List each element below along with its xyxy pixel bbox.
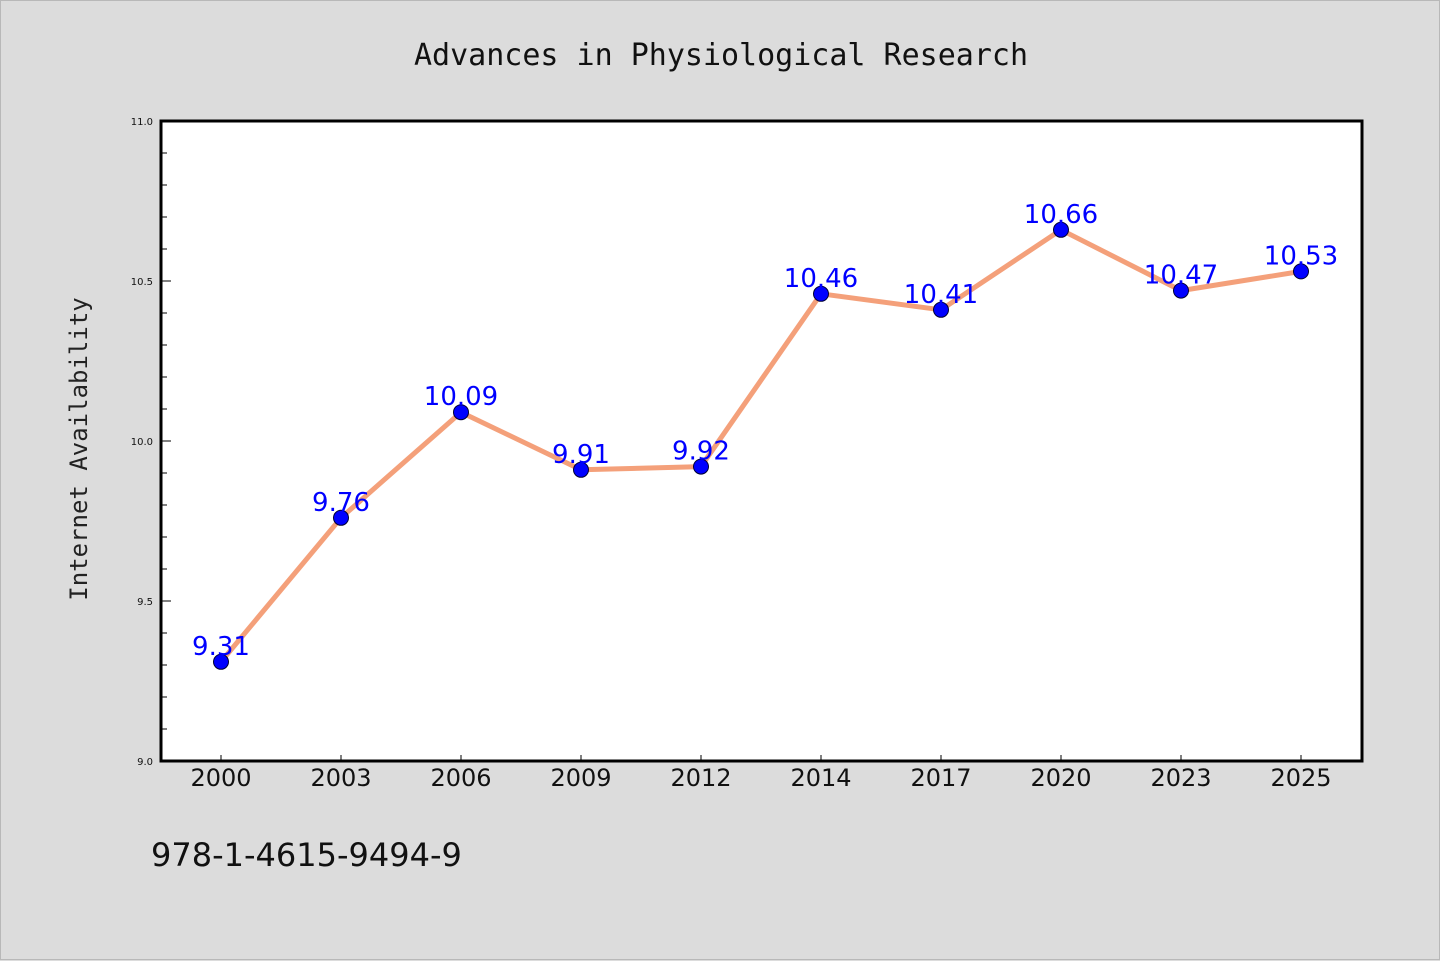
x-axis-ticks	[220, 755, 1302, 761]
data-label: 9.92	[672, 437, 730, 467]
data-label: 10.46	[784, 264, 858, 294]
data-point-marker	[693, 458, 709, 475]
x-tick-label: 2023	[1150, 764, 1211, 792]
y-tick-label: 10.5	[131, 277, 153, 288]
x-tick-label: 2009	[550, 764, 611, 792]
y-axis-tick-labels: 9.0 9.5 10.0 10.5 11.0	[131, 117, 153, 768]
data-label: 10.47	[1144, 261, 1218, 291]
data-label: 9.76	[312, 488, 370, 518]
data-markers	[213, 221, 1309, 670]
data-point-marker	[933, 301, 949, 318]
series-line	[218, 227, 1304, 665]
data-label: 10.66	[1024, 200, 1098, 230]
y-axis-label: Internet Availability	[65, 297, 93, 600]
x-tick-label: 2012	[670, 764, 731, 792]
x-tick-label: 2006	[430, 764, 491, 792]
x-tick-label: 2017	[910, 764, 971, 792]
x-tick-label: 2014	[790, 764, 851, 792]
data-label: 9.31	[192, 632, 250, 662]
footnote-isbn: 978-1-4615-9494-9	[151, 836, 462, 874]
x-tick-label: 2003	[310, 764, 371, 792]
x-tick-label: 2000	[190, 764, 251, 792]
data-label: 10.53	[1264, 241, 1338, 271]
y-tick-label: 9.0	[137, 757, 153, 768]
data-point-marker	[453, 404, 469, 421]
chart-title: Advances in Physiological Research	[414, 38, 1028, 73]
data-point-marker	[1173, 282, 1189, 299]
x-tick-label: 2020	[1030, 764, 1091, 792]
data-point-marker	[333, 509, 349, 526]
y-tick-label: 9.5	[137, 597, 153, 608]
series-line-group	[218, 227, 1304, 665]
data-point-marker	[1053, 221, 1069, 238]
data-labels: 9.31 9.76 10.09 9.91 9.92 10.46 10.41 10.66 10.4…	[192, 200, 1338, 662]
plot-area	[159, 119, 1364, 763]
data-point-marker	[813, 285, 829, 302]
x-axis-tick-labels: 2000 2003 2006 2009 2012 2014 2017 2020 2023 2025	[190, 764, 1331, 792]
data-label: 9.91	[552, 440, 610, 470]
data-point-marker	[1293, 263, 1309, 280]
data-point-marker	[213, 653, 229, 670]
x-tick-label: 2025	[1270, 764, 1331, 792]
data-point-marker	[573, 461, 589, 478]
y-axis-ticks	[161, 120, 171, 762]
y-tick-label: 10.0	[131, 437, 153, 448]
data-label: 10.41	[904, 280, 978, 310]
y-tick-label: 11.0	[131, 117, 153, 128]
data-label: 10.09	[424, 382, 498, 412]
